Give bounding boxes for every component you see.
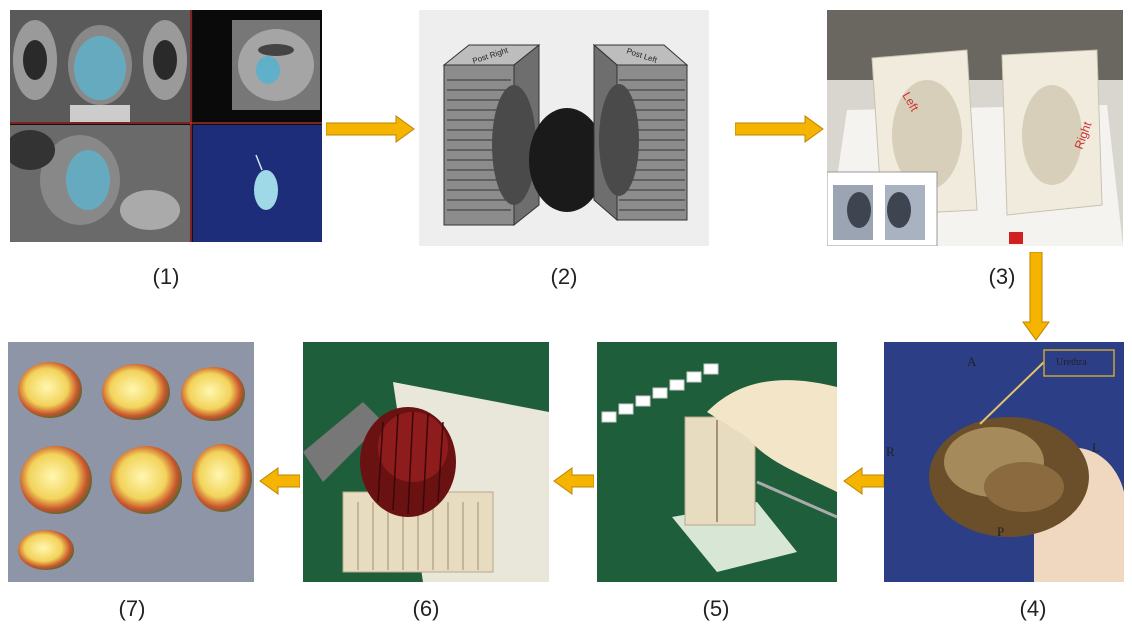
- panel-4-label: (4): [1019, 596, 1047, 621]
- mri-image: [10, 10, 322, 242]
- annotation-urethra: Urethra: [1056, 357, 1087, 368]
- annotation-posterior: P: [997, 524, 1005, 539]
- panel-1-label: (1): [152, 264, 180, 289]
- slicing-image: [597, 342, 837, 582]
- printed-mold-image: Left Right: [827, 10, 1123, 246]
- annotation-anterior: A: [967, 354, 977, 369]
- sections-image: [8, 342, 254, 582]
- white-mold-right: Right: [1001, 49, 1103, 216]
- mri-coronal-view: [10, 10, 190, 122]
- panel-3-printed-mold: Left Right: [827, 10, 1123, 246]
- sliced-image: [303, 342, 549, 582]
- panel-4-specimen: A P R L Urethra: [884, 342, 1124, 582]
- mold-model-image: Post Right Post Left: [419, 10, 709, 246]
- panel-1-mri: [10, 10, 322, 242]
- prostate-model: [529, 108, 605, 212]
- panel-2-label: (2): [550, 264, 578, 289]
- arrow-left-icon: [842, 466, 884, 496]
- panel-5-slicing: [597, 342, 837, 582]
- inset-gray-mold: [827, 171, 938, 246]
- annotation-left: L: [1092, 440, 1100, 455]
- section-slice: [18, 362, 252, 570]
- arrow-right-icon: [735, 114, 825, 144]
- annotation-right: R: [886, 444, 895, 459]
- panel-5-label: (5): [702, 596, 730, 621]
- panel-3-label: (3): [988, 264, 1016, 289]
- panel-7-label: (7): [118, 596, 146, 621]
- panel-7-sections: [8, 342, 254, 582]
- panel-6-label: (6): [412, 596, 440, 621]
- mri-3d-render: [193, 125, 322, 242]
- arrow-down-icon: [1021, 252, 1051, 342]
- mold-right-block: [592, 43, 689, 222]
- mri-sagittal-view: [10, 125, 190, 242]
- specimen-image: [884, 342, 1124, 582]
- panel-2-mold-model: Post Right Post Left: [419, 10, 709, 246]
- mri-axial-view: [193, 10, 322, 122]
- panel-6-sliced: [303, 342, 549, 582]
- arrow-left-icon: [258, 466, 300, 496]
- arrow-left-icon: [552, 466, 594, 496]
- arrow-right-icon: [326, 114, 416, 144]
- mold-left-block: [442, 43, 541, 227]
